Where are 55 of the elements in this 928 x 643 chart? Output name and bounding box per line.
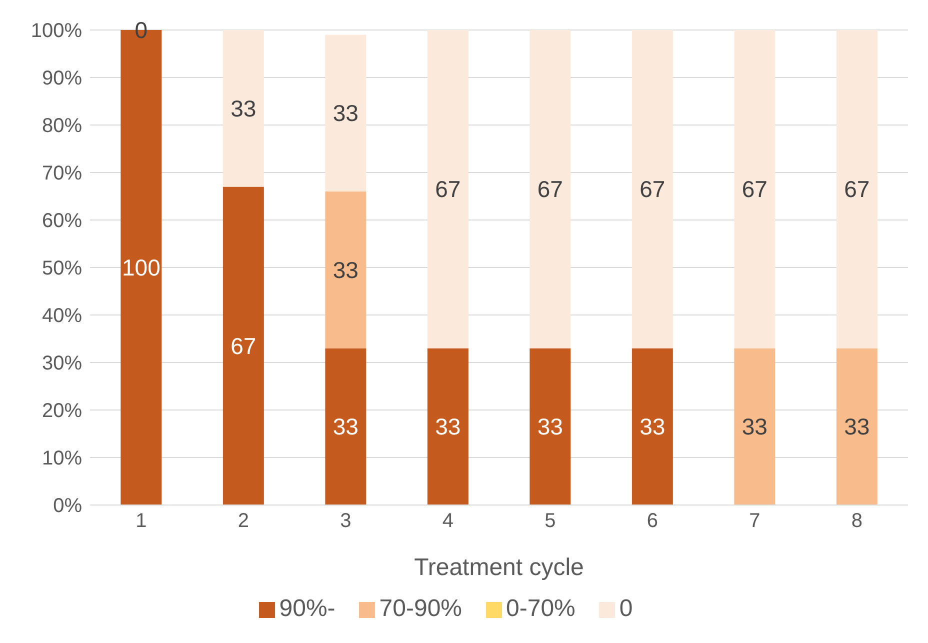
bar: [734, 348, 776, 505]
y-tick-label: 60%: [42, 210, 82, 232]
y-tick-label: 20%: [42, 400, 82, 422]
bar: [836, 30, 878, 348]
y-tick-label: 50%: [42, 258, 82, 280]
data-label: 67: [537, 176, 563, 202]
bar: [427, 30, 468, 348]
data-label: 67: [230, 332, 256, 359]
data-label: 33: [537, 414, 563, 440]
data-label: 67: [640, 176, 666, 202]
data-label: 33: [332, 414, 358, 440]
data-label: 67: [742, 176, 768, 202]
bar: [427, 348, 468, 505]
bar: [836, 348, 878, 505]
bar: [222, 186, 264, 505]
y-tick-label: 80%: [42, 115, 82, 138]
x-tick-label: 8: [851, 510, 862, 532]
data-label: 33: [332, 256, 358, 283]
x-tick-label: 1: [136, 510, 147, 532]
data-label: 33: [640, 414, 666, 440]
y-tick-label: 90%: [42, 68, 82, 90]
data-label: 67: [435, 176, 461, 202]
x-tick-label: 5: [544, 510, 556, 532]
y-tick-label: 70%: [42, 162, 82, 185]
y-tick-label: 0%: [53, 495, 82, 518]
data-label: 33: [230, 95, 256, 122]
data-label: 33: [435, 414, 461, 440]
data-label: 67: [844, 176, 870, 202]
y-tick-label: 10%: [42, 448, 82, 470]
x-tick-label: 2: [238, 510, 249, 532]
x-tick-label: 3: [340, 510, 352, 532]
legend-label: 90%-: [279, 595, 336, 622]
data-label: 33: [844, 414, 870, 440]
x-axis-title: Treatment cycle: [414, 554, 584, 581]
y-tick-label: 40%: [42, 305, 82, 328]
y-tick-label: 30%: [42, 352, 82, 375]
x-tick-label: 6: [646, 510, 658, 532]
y-tick-label: 100%: [30, 20, 82, 42]
x-tick-label: 7: [749, 510, 760, 532]
legend-label: 0-70%: [506, 595, 576, 622]
legend-label: 70-90%: [379, 595, 462, 622]
bar: [325, 34, 366, 192]
data-label: 33: [332, 100, 358, 126]
bar: [325, 348, 366, 505]
data-label: 100: [122, 254, 160, 280]
legend-label: 0: [619, 595, 633, 622]
bar: [632, 30, 673, 348]
bar: [632, 348, 673, 505]
data-label: 33: [742, 414, 768, 440]
bar: [222, 30, 264, 187]
x-tick-label: 4: [442, 510, 454, 532]
bar: [734, 30, 776, 348]
bar: [530, 30, 571, 348]
bar: [325, 192, 366, 348]
bar: [530, 348, 571, 505]
